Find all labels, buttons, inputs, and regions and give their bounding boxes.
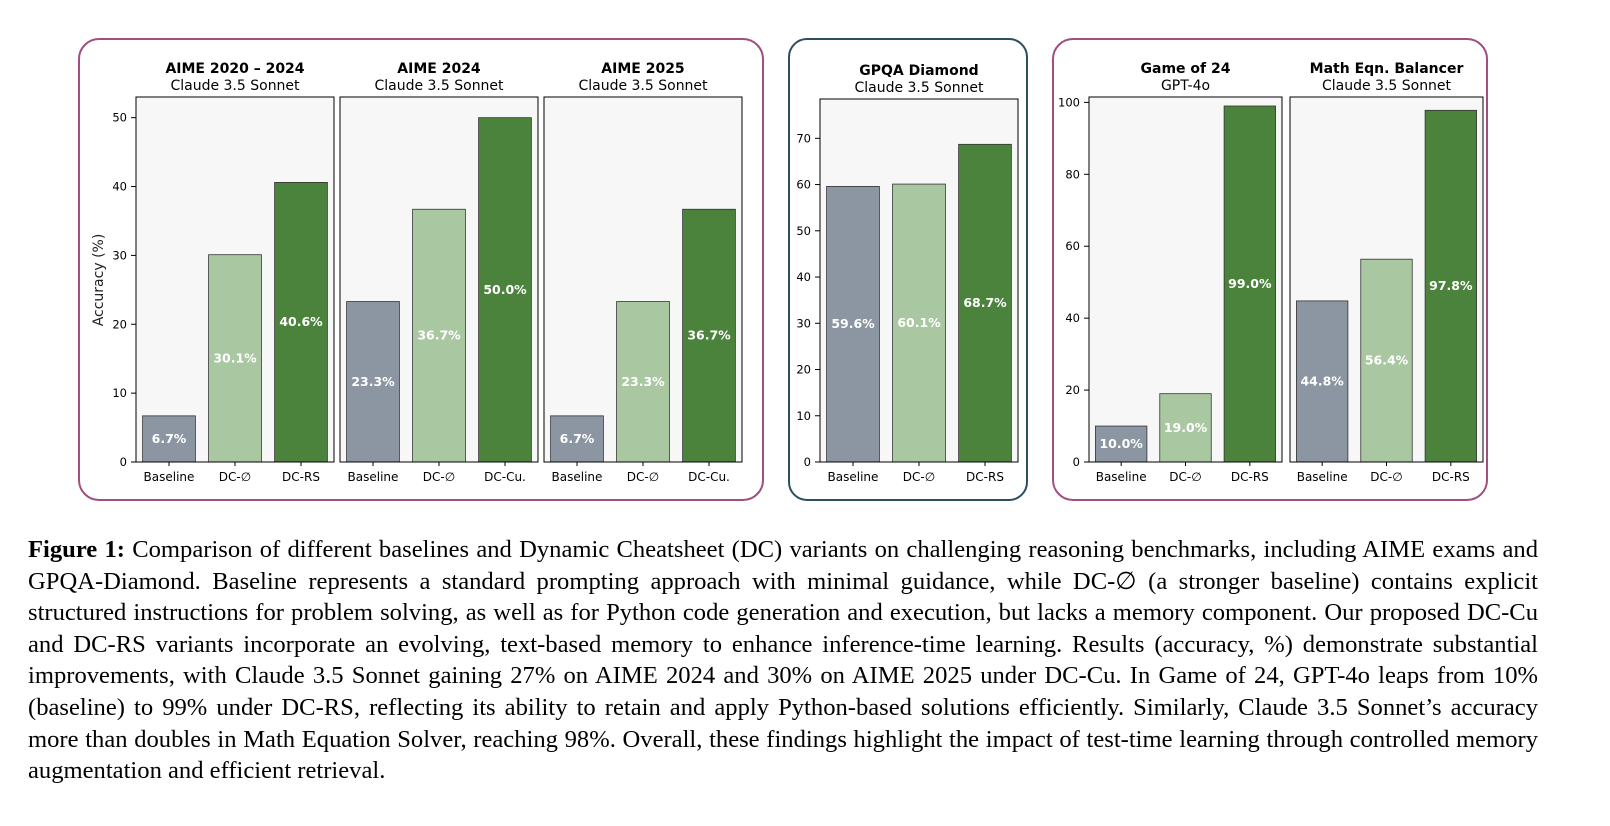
chart-4-value-label-3: 68.7% — [963, 295, 1007, 310]
chart-3-value-label-3: 36.7% — [687, 328, 731, 343]
chart-5-ytick-label: 40 — [1065, 311, 1080, 325]
chart-5-frame — [1088, 96, 1283, 463]
chart-4-ytick-label: 70 — [796, 131, 811, 145]
chart-4-ytick-label: 10 — [796, 409, 811, 423]
chart-3-subtitle: Claude 3.5 Sonnet — [578, 78, 708, 94]
chart-5-xtick-label-3: DC-RS — [1231, 470, 1269, 484]
caption-label: Figure 1: — [28, 536, 125, 563]
chart-3-xtick-label-1: Baseline — [552, 470, 603, 484]
chart-3-bar-3 — [682, 208, 736, 463]
chart-1-value-label-1: 6.7% — [152, 431, 187, 446]
chart-2-value-label-2: 36.7% — [417, 328, 461, 343]
caption-text: Comparison of different baselines and Dy… — [28, 536, 1538, 785]
chart-4-subtitle: Claude 3.5 Sonnet — [854, 80, 984, 96]
chart-1-subtitle: Claude 3.5 Sonnet — [170, 78, 300, 94]
chart-1-value-label-3: 40.6% — [279, 314, 323, 329]
y-axis-label: Accuracy (%) — [91, 234, 107, 327]
chart-4-value-label-2: 60.1% — [897, 315, 941, 330]
chart-6-subtitle: Claude 3.5 Sonnet — [1322, 78, 1452, 94]
chart-5-xtick-label-2: DC-∅ — [1169, 470, 1201, 484]
chart-1-ytick-label: 10 — [112, 386, 127, 400]
chart-4-ytick-label: 60 — [796, 178, 811, 192]
chart-5-bar-1 — [1095, 425, 1148, 463]
chart-6-title: Math Eqn. Balancer — [1310, 61, 1464, 77]
chart-6-frame — [1289, 96, 1484, 463]
chart-1-xtick-label-1: Baseline — [144, 470, 195, 484]
chart-4-xtick-label-3: DC-RS — [966, 470, 1004, 484]
chart-6-value-label-2: 56.4% — [1365, 353, 1409, 368]
chart-4-value-label-1: 59.6% — [831, 316, 875, 331]
chart-4-ytick-label: 30 — [796, 316, 811, 330]
chart-4-ytick-label: 20 — [796, 363, 811, 377]
chart-1-bar-3 — [274, 181, 328, 463]
chart-2-xtick-label-3: DC-Cu. — [484, 470, 526, 484]
chart-2-bar-3 — [478, 117, 532, 463]
chart-3-title: AIME 2025 — [601, 61, 684, 77]
chart-2-title: AIME 2024 — [397, 61, 481, 77]
chart-2-bar-1 — [346, 301, 400, 463]
chart-3-frame — [543, 96, 743, 463]
figure-caption: Figure 1: Comparison of different baseli… — [28, 534, 1538, 787]
chart-4-ytick-label: 50 — [796, 224, 811, 238]
chart-1-ytick-label: 40 — [112, 180, 127, 194]
chart-5-value-label-1: 10.0% — [1099, 436, 1143, 451]
chart-6-value-label-1: 44.8% — [1300, 373, 1344, 388]
chart-2-value-label-1: 23.3% — [351, 374, 395, 389]
chart-5-ytick-label: 20 — [1065, 383, 1080, 397]
chart-3-value-label-2: 23.3% — [621, 374, 665, 389]
chart-3-value-label-1: 6.7% — [560, 431, 595, 446]
chart-5-ytick-label: 80 — [1065, 167, 1080, 181]
chart-1-ytick-label: 20 — [112, 317, 127, 331]
chart-5-ytick-label: 0 — [1073, 455, 1080, 469]
chart-6-xtick-label-2: DC-∅ — [1370, 470, 1402, 484]
chart-5-subtitle: GPT-4o — [1161, 78, 1210, 94]
chart-3-xtick-label-2: DC-∅ — [627, 470, 659, 484]
chart-5-value-label-3: 99.0% — [1228, 276, 1272, 291]
chart-1-xtick-label-2: DC-∅ — [219, 470, 251, 484]
chart-3-xtick-label-3: DC-Cu. — [688, 470, 730, 484]
chart-1-bar-2 — [208, 254, 262, 463]
chart-6-bar-2 — [1360, 258, 1413, 463]
chart-6-xtick-label-1: Baseline — [1297, 470, 1348, 484]
chart-2-bar-2 — [412, 208, 466, 463]
chart-4-xtick-label-2: DC-∅ — [903, 470, 935, 484]
chart-4-bar-3 — [958, 143, 1012, 463]
chart-4-xtick-label-1: Baseline — [828, 470, 879, 484]
chart-1-title: AIME 2020 – 2024 — [165, 61, 304, 77]
chart-4-title: GPQA Diamond — [859, 63, 978, 79]
chart-1-frame — [135, 96, 335, 463]
chart-1-ytick-label: 50 — [112, 111, 127, 125]
chart-2-xtick-label-1: Baseline — [348, 470, 399, 484]
chart-6-value-label-3: 97.8% — [1429, 278, 1473, 293]
chart-1-value-label-2: 30.1% — [213, 350, 257, 365]
chart-5-xtick-label-1: Baseline — [1096, 470, 1147, 484]
chart-1-ytick-label: 30 — [112, 248, 127, 262]
chart-2-xtick-label-2: DC-∅ — [423, 470, 455, 484]
chart-5-title: Game of 24 — [1141, 61, 1231, 77]
chart-1-ytick-label: 0 — [120, 455, 127, 469]
chart-5-ytick-label: 100 — [1058, 95, 1080, 109]
chart-2-value-label-3: 50.0% — [483, 282, 527, 297]
chart-4-bar-1 — [826, 185, 880, 463]
chart-6-xtick-label-3: DC-RS — [1432, 470, 1470, 484]
chart-4-ytick-label: 40 — [796, 270, 811, 284]
chart-4-bar-2 — [892, 183, 946, 463]
chart-5-bar-3 — [1223, 105, 1276, 463]
chart-5-bar-2 — [1159, 393, 1212, 463]
chart-3-bar-1 — [550, 415, 604, 463]
chart-4-frame — [819, 98, 1019, 463]
chart-1-xtick-label-3: DC-RS — [282, 470, 320, 484]
chart-5-ytick-label: 60 — [1065, 239, 1080, 253]
chart-4-ytick-label: 0 — [804, 455, 811, 469]
chart-5-value-label-2: 19.0% — [1164, 420, 1208, 435]
chart-2-subtitle: Claude 3.5 Sonnet — [374, 78, 504, 94]
chart-2-frame — [339, 96, 539, 463]
chart-1-bar-1 — [142, 415, 196, 463]
